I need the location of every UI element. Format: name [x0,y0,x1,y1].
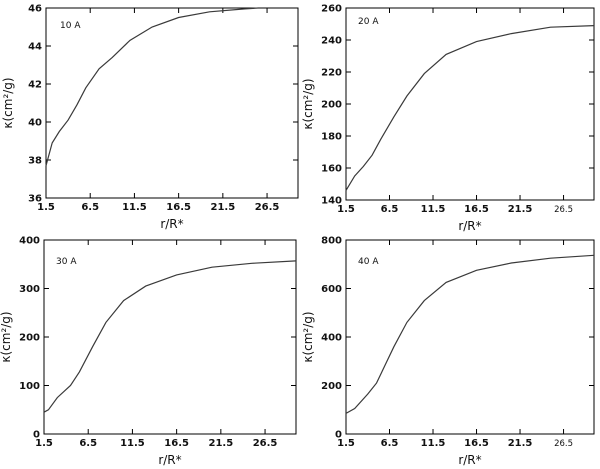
x-tick-label: 21.5 [210,202,235,213]
y-axis-label: κ(cm²/g) [0,311,13,362]
y-tick-label: 400 [321,333,342,344]
panel-annotation: 40 A [358,257,379,267]
x-axis-label: r/R* [458,453,481,467]
x-tick-label: 21.5 [508,438,533,449]
x-tick-label: 21.5 [508,204,533,215]
y-tick-label: 240 [321,36,342,47]
x-tick-label: 1.5 [337,438,355,449]
x-axis-label: r/R* [458,219,481,233]
y-tick-label: 0 [335,430,342,441]
x-tick-label: 11.5 [120,438,145,449]
x-tick-label: 6.5 [381,438,399,449]
x-tick-label: 16.5 [464,204,489,215]
y-tick-label: 200 [321,100,342,111]
x-tick-label: 26.5 [255,202,280,213]
opacity-curve [45,7,259,166]
y-tick-label: 0 [33,430,40,441]
y-tick-label: 38 [28,156,42,167]
y-tick-label: 600 [321,284,342,295]
opacity-curve [345,25,595,191]
panel-annotation: 10 A [60,21,81,31]
panel-1: 1.5 6.5 11.5 16.5 21.5 26.5 36 38 40 42 44 46 10 A r/… [1,4,299,231]
x-tick-label: 26.5 [554,439,573,449]
y-tick-label: 260 [321,4,342,15]
x-tick-label: 26.5 [554,205,573,215]
x-tick-label: 16.5 [166,202,191,213]
x-tick-label: 11.5 [122,202,147,213]
x-tick-label: 6.5 [79,438,97,449]
plot-frame [345,239,595,435]
y-tick-label: 200 [321,381,342,392]
y-axis-label: κ(cm²/g) [301,78,315,129]
y-axis-label: κ(cm²/g) [1,77,15,128]
x-tick-label: 6.5 [381,204,399,215]
panel-4: 1.5 6.5 11.5 16.5 21.5 26.5 0 200 400 600 800 40 A r… [301,236,595,467]
y-tick-label: 800 [321,236,342,247]
x-tick-label: 1.5 [337,204,355,215]
plot-frame [345,7,595,201]
y-tick-label: 200 [19,333,40,344]
x-tick-label: 11.5 [421,438,446,449]
x-tick-label: 26.5 [253,438,278,449]
x-tick-label: 6.5 [81,202,99,213]
x-tick-label: 1.5 [35,438,53,449]
x-tick-label: 16.5 [464,438,489,449]
y-tick-label: 46 [28,4,42,15]
y-tick-label: 400 [19,236,40,247]
opacity-curve [345,254,595,414]
y-tick-label: 300 [19,284,40,295]
panel-annotation: 20 A [358,17,379,27]
y-tick-label: 180 [321,132,342,143]
x-axis-label: r/R* [160,217,183,231]
y-tick-label: 44 [28,42,42,53]
plot-frame [45,7,299,199]
panel-annotation: 30 A [56,257,77,267]
panel-2: 1.5 6.5 11.5 16.5 21.5 26.5 140 160 180 200 220 240… [301,4,595,233]
y-tick-label: 160 [321,164,342,175]
y-tick-label: 100 [19,381,40,392]
y-axis-label: κ(cm²/g) [301,311,315,362]
y-tick-label: 42 [28,80,42,91]
x-tick-label: 21.5 [208,438,233,449]
y-tick-label: 220 [321,68,342,79]
x-tick-label: 16.5 [164,438,189,449]
x-tick-label: 11.5 [421,204,446,215]
x-tick-label: 1.5 [37,202,55,213]
plot-frame [43,239,297,435]
y-tick-label: 140 [321,196,342,207]
y-tick-label: 40 [28,118,42,129]
panel-3: 1.5 6.5 11.5 16.5 21.5 26.5 0 100 200 300 400 30 A r… [0,236,297,467]
y-tick-label: 36 [28,194,42,205]
opacity-curve [43,260,297,413]
x-axis-label: r/R* [158,453,181,467]
